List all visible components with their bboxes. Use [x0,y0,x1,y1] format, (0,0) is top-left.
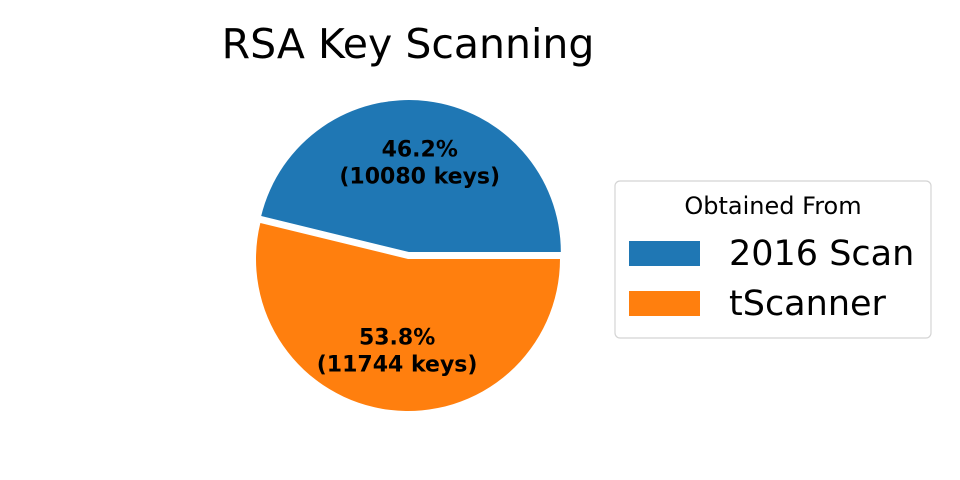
pie-slice-0 [261,100,561,253]
pie-slice-1 [256,222,560,411]
legend-title: Obtained From [684,192,861,220]
legend-swatch [629,241,700,266]
slice-percent-label: 46.2% [382,138,458,163]
legend-label: 2016 Scan [729,234,914,274]
legend-item-0: 2016 Scan [629,234,914,274]
legend-item-1: tScanner [629,284,887,324]
legend-swatch [629,291,700,316]
legend-items: 2016 Scan tScanner [629,234,914,324]
slice-percent-label: 53.8% [359,326,435,351]
pie-slices [256,100,561,411]
legend-label: tScanner [729,284,887,324]
slice-count-label: (10080 keys) [339,165,500,190]
slice-label-0: 46.2% (10080 keys) [339,138,500,190]
legend: Obtained From 2016 Scan tScanner [614,180,932,339]
slice-label-1: 53.8% (11744 keys) [317,326,478,378]
slice-count-label: (11744 keys) [317,353,478,378]
chart-title: RSA Key Scanning [222,20,595,68]
pie-labels: 46.2% (10080 keys) 53.8% (11744 keys) [317,138,500,378]
